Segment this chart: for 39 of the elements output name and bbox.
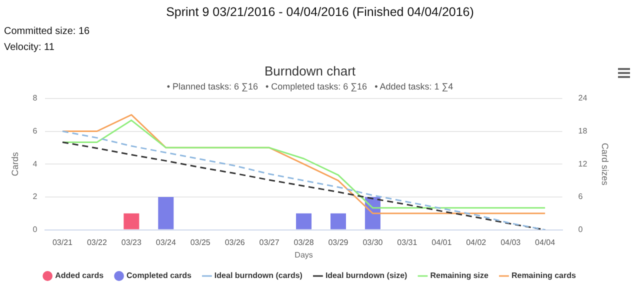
y-tick-label: 2	[32, 192, 38, 202]
text: Committed size: 16	[4, 26, 90, 37]
y-tick-label: 4	[32, 159, 38, 168]
y2-tick-label: 12	[578, 159, 588, 168]
x-tick-label: 03/30	[362, 238, 384, 247]
x-tick-label: 04/01	[432, 238, 452, 247]
y-tick-label: 6	[32, 126, 38, 136]
x-tick-label: 03/25	[190, 238, 211, 247]
x-tick-label: 04/04	[535, 238, 556, 247]
y2-tick-label: 18	[578, 126, 588, 136]
x-tick-label: 04/03	[500, 238, 522, 247]
x-tick-label: 03/21	[52, 238, 74, 247]
x-tick-label: 03/29	[328, 238, 349, 247]
chart-title: Burndown chart	[264, 63, 356, 78]
x-tick-label: 03/24	[156, 238, 176, 247]
legend-label: Ideal burndown (size)	[325, 271, 408, 280]
x-tick-label: 03/27	[259, 238, 280, 247]
y-tick-label: 8	[32, 94, 38, 103]
y2-axis-title: Card sizes	[600, 142, 610, 186]
text: Velocity: 11	[4, 42, 54, 53]
x-tick-label: 04/02	[466, 238, 487, 247]
legend-label: Added cards	[55, 271, 104, 280]
legend-label: Remaining size	[430, 271, 490, 280]
x-axis-title: Days	[294, 250, 313, 260]
x-tick-label: 03/26	[224, 238, 246, 247]
y2-tick-label: 0	[578, 225, 584, 234]
x-tick-label: 03/23	[121, 238, 142, 247]
legend-label: Remaining cards	[511, 271, 576, 280]
text: Sprint 9 03/21/2016 - 04/04/2016 (Finished 04/04/2016)	[165, 5, 475, 19]
chart-subtitle: • Planned tasks: 6 ∑16 • Completed tasks: 6 ∑16 • Added tasks: 1 ∑4	[166, 81, 454, 92]
y2-tick-label: 24	[578, 94, 588, 103]
y-tick-label: 0	[32, 225, 38, 234]
x-tick-label: 03/28	[294, 238, 314, 247]
y2-tick-label: 6	[578, 192, 584, 202]
x-tick-label: 03/31	[397, 238, 418, 247]
x-tick-label: 03/22	[86, 238, 108, 247]
legend-label: Ideal burndown (cards)	[214, 271, 303, 280]
legend-label: Completed cards	[126, 271, 192, 280]
y-axis-title: Cards	[10, 152, 20, 176]
